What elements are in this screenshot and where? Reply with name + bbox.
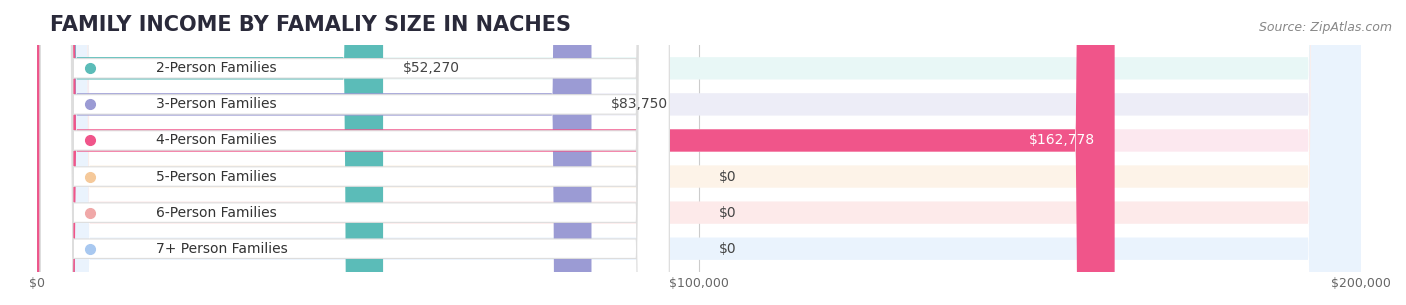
FancyBboxPatch shape xyxy=(37,0,1361,305)
Text: $0: $0 xyxy=(718,170,737,184)
Text: $83,750: $83,750 xyxy=(612,97,668,111)
FancyBboxPatch shape xyxy=(37,0,1361,305)
FancyBboxPatch shape xyxy=(41,0,669,305)
FancyBboxPatch shape xyxy=(41,0,669,305)
FancyBboxPatch shape xyxy=(37,0,382,305)
FancyBboxPatch shape xyxy=(37,0,592,305)
FancyBboxPatch shape xyxy=(37,0,1361,305)
Text: 3-Person Families: 3-Person Families xyxy=(156,97,277,111)
Text: $162,778: $162,778 xyxy=(1029,134,1095,148)
Text: $0: $0 xyxy=(718,242,737,256)
Text: Source: ZipAtlas.com: Source: ZipAtlas.com xyxy=(1258,21,1392,34)
FancyBboxPatch shape xyxy=(37,0,1115,305)
Text: $0: $0 xyxy=(718,206,737,220)
FancyBboxPatch shape xyxy=(41,0,669,305)
Text: 7+ Person Families: 7+ Person Families xyxy=(156,242,288,256)
Text: $52,270: $52,270 xyxy=(404,61,460,75)
Text: 5-Person Families: 5-Person Families xyxy=(156,170,277,184)
FancyBboxPatch shape xyxy=(37,0,1361,305)
Text: 2-Person Families: 2-Person Families xyxy=(156,61,277,75)
Text: 4-Person Families: 4-Person Families xyxy=(156,134,277,148)
FancyBboxPatch shape xyxy=(41,0,669,305)
Text: FAMILY INCOME BY FAMALIY SIZE IN NACHES: FAMILY INCOME BY FAMALIY SIZE IN NACHES xyxy=(51,15,571,35)
FancyBboxPatch shape xyxy=(41,0,669,305)
FancyBboxPatch shape xyxy=(41,0,669,305)
FancyBboxPatch shape xyxy=(37,0,1361,305)
FancyBboxPatch shape xyxy=(37,0,1361,305)
Text: 6-Person Families: 6-Person Families xyxy=(156,206,277,220)
